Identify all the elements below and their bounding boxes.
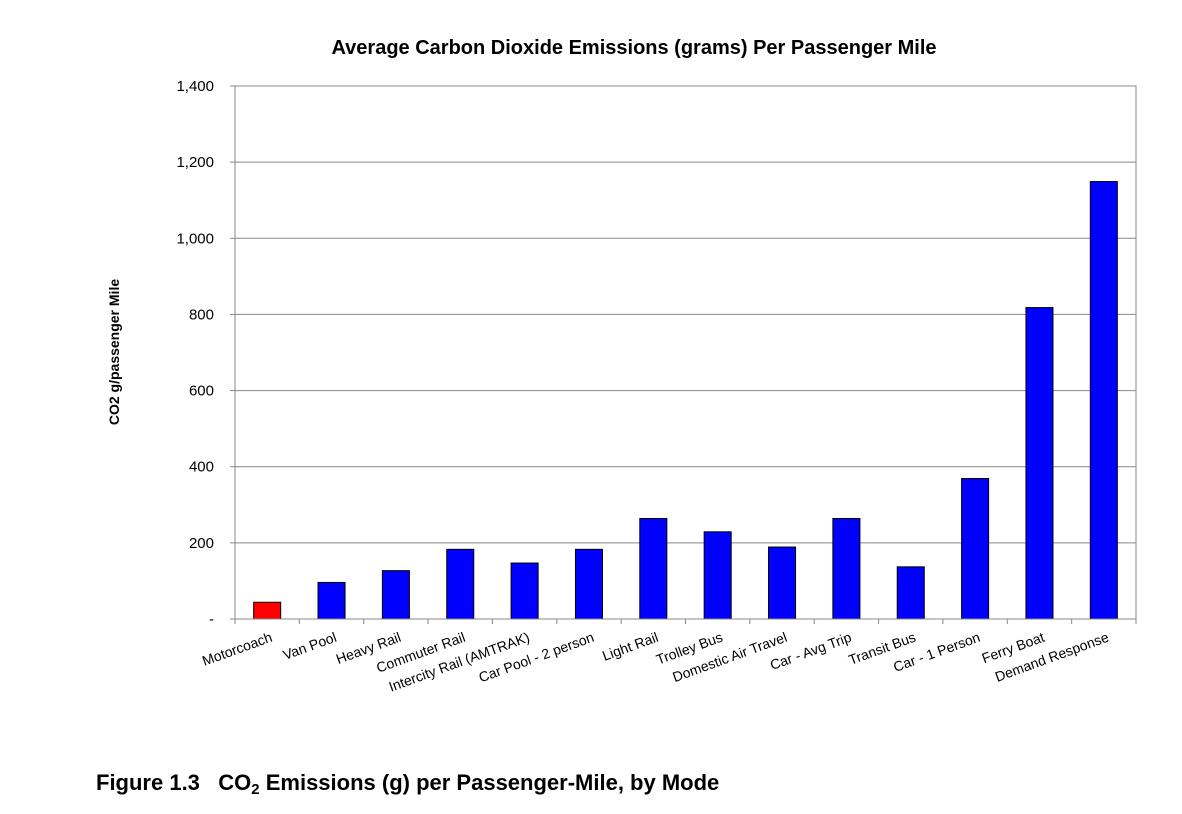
y-tick-label: 600 bbox=[189, 383, 214, 400]
caption-co: CO bbox=[218, 770, 252, 795]
bar bbox=[896, 566, 925, 620]
y-tick-label: 1,400 bbox=[176, 78, 214, 95]
y-tick-label: - bbox=[209, 611, 214, 628]
y-axis-ticks: - 200 400 600 800 1,000 1,200 1,400 bbox=[176, 78, 235, 628]
figure-number: Figure 1.3 bbox=[96, 770, 200, 795]
plot-area bbox=[234, 85, 1137, 620]
bar bbox=[639, 517, 668, 620]
y-axis-label: CO2 g/passenger Mile bbox=[106, 279, 122, 425]
bar bbox=[510, 562, 539, 620]
bar bbox=[317, 581, 346, 620]
bar bbox=[446, 548, 475, 620]
caption-text: Emissions (g) per Passenger-Mile, by Mod… bbox=[259, 770, 720, 795]
bar bbox=[832, 517, 861, 620]
bar bbox=[1089, 181, 1118, 620]
bar bbox=[961, 478, 990, 620]
x-tick-label: Motorcoach bbox=[200, 629, 274, 669]
caption-subscript: 2 bbox=[251, 781, 260, 798]
bar bbox=[253, 601, 282, 620]
bar bbox=[768, 546, 797, 620]
bar bbox=[1025, 307, 1054, 620]
y-tick-label: 800 bbox=[189, 306, 214, 323]
grid-lines bbox=[235, 161, 1136, 544]
y-tick-label: 400 bbox=[189, 459, 214, 476]
figure-caption: Figure 1.3 CO2 Emissions (g) per Passeng… bbox=[96, 770, 719, 798]
y-tick-label: 200 bbox=[189, 535, 214, 552]
bars bbox=[253, 181, 1118, 620]
chart: Average Carbon Dioxide Emissions (grams)… bbox=[106, 37, 1137, 695]
bar bbox=[703, 531, 732, 620]
y-tick-label: 1,200 bbox=[176, 154, 214, 171]
y-tick-label: 1,000 bbox=[176, 230, 214, 247]
bar bbox=[381, 570, 410, 620]
x-tick-label: Van Pool bbox=[281, 629, 339, 663]
chart-title: Average Carbon Dioxide Emissions (grams)… bbox=[331, 37, 936, 59]
x-tick-label: Light Rail bbox=[600, 629, 660, 664]
bar bbox=[574, 548, 603, 620]
